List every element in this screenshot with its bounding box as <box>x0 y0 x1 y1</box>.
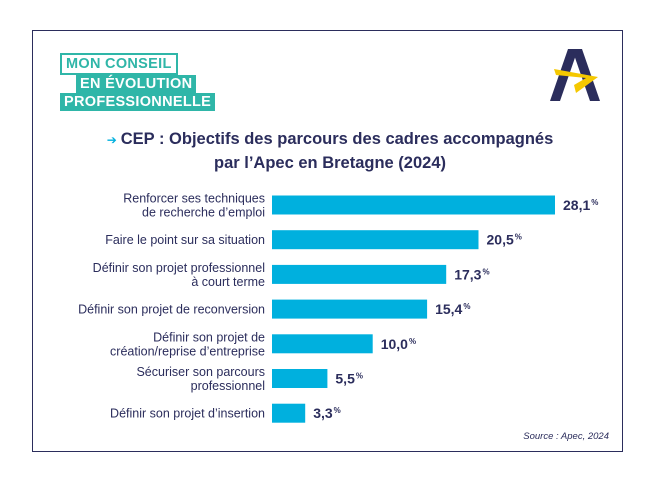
category-label-1: Faire le point sur sa situation <box>105 233 265 247</box>
value-label-1: 20,5% <box>487 232 522 248</box>
chart-title-line-2: par l’Apec en Bretagne (2024) <box>214 154 446 172</box>
chart-title-line-1: CEP : Objectifs des parcours des cadres … <box>120 130 554 148</box>
apec-logo-icon <box>550 49 600 101</box>
bar-6 <box>272 403 306 423</box>
badge-line-1: MON CONSEIL <box>60 53 178 75</box>
bar-2 <box>272 264 447 284</box>
arrow-icon: ➔ <box>106 133 117 147</box>
category-label-4: Définir son projet de création/reprise d’… <box>110 330 265 358</box>
chart-title: ➔ CEP : Objectifs des parcours des cadres… <box>60 128 600 175</box>
category-label-6: Définir son projet d’insertion <box>110 407 265 421</box>
value-label-3: 15,4% <box>435 301 470 317</box>
bar-5 <box>272 369 328 388</box>
value-label-2: 17,3% <box>454 266 489 282</box>
bar-4 <box>272 334 373 354</box>
category-label-0: Renforcer ses techniques de recherche d’e… <box>123 192 265 220</box>
value-label-4: 10,0% <box>381 336 416 352</box>
program-badge: MON CONSEIL EN ÉVOLUTION PROFESSIONNELLE <box>60 53 220 111</box>
bar-1 <box>272 230 479 250</box>
badge-line-3: PROFESSIONNELLE <box>60 93 216 111</box>
bar-3 <box>272 299 428 319</box>
value-label-5: 5,5% <box>335 371 363 387</box>
category-label-5: Sécuriser son parcours professionnel <box>136 365 265 393</box>
bar-0 <box>272 195 555 215</box>
chart-frame <box>32 30 623 452</box>
category-label-3: Définir son projet de reconversion <box>78 303 265 317</box>
category-label-2: Définir son projet professionnel à court … <box>93 261 265 289</box>
badge-line-2: EN ÉVOLUTION <box>76 75 197 93</box>
value-label-0: 28,1% <box>563 197 598 213</box>
source-note: Source : Apec, 2024 <box>523 431 609 442</box>
value-label-6: 3,3% <box>313 405 341 421</box>
